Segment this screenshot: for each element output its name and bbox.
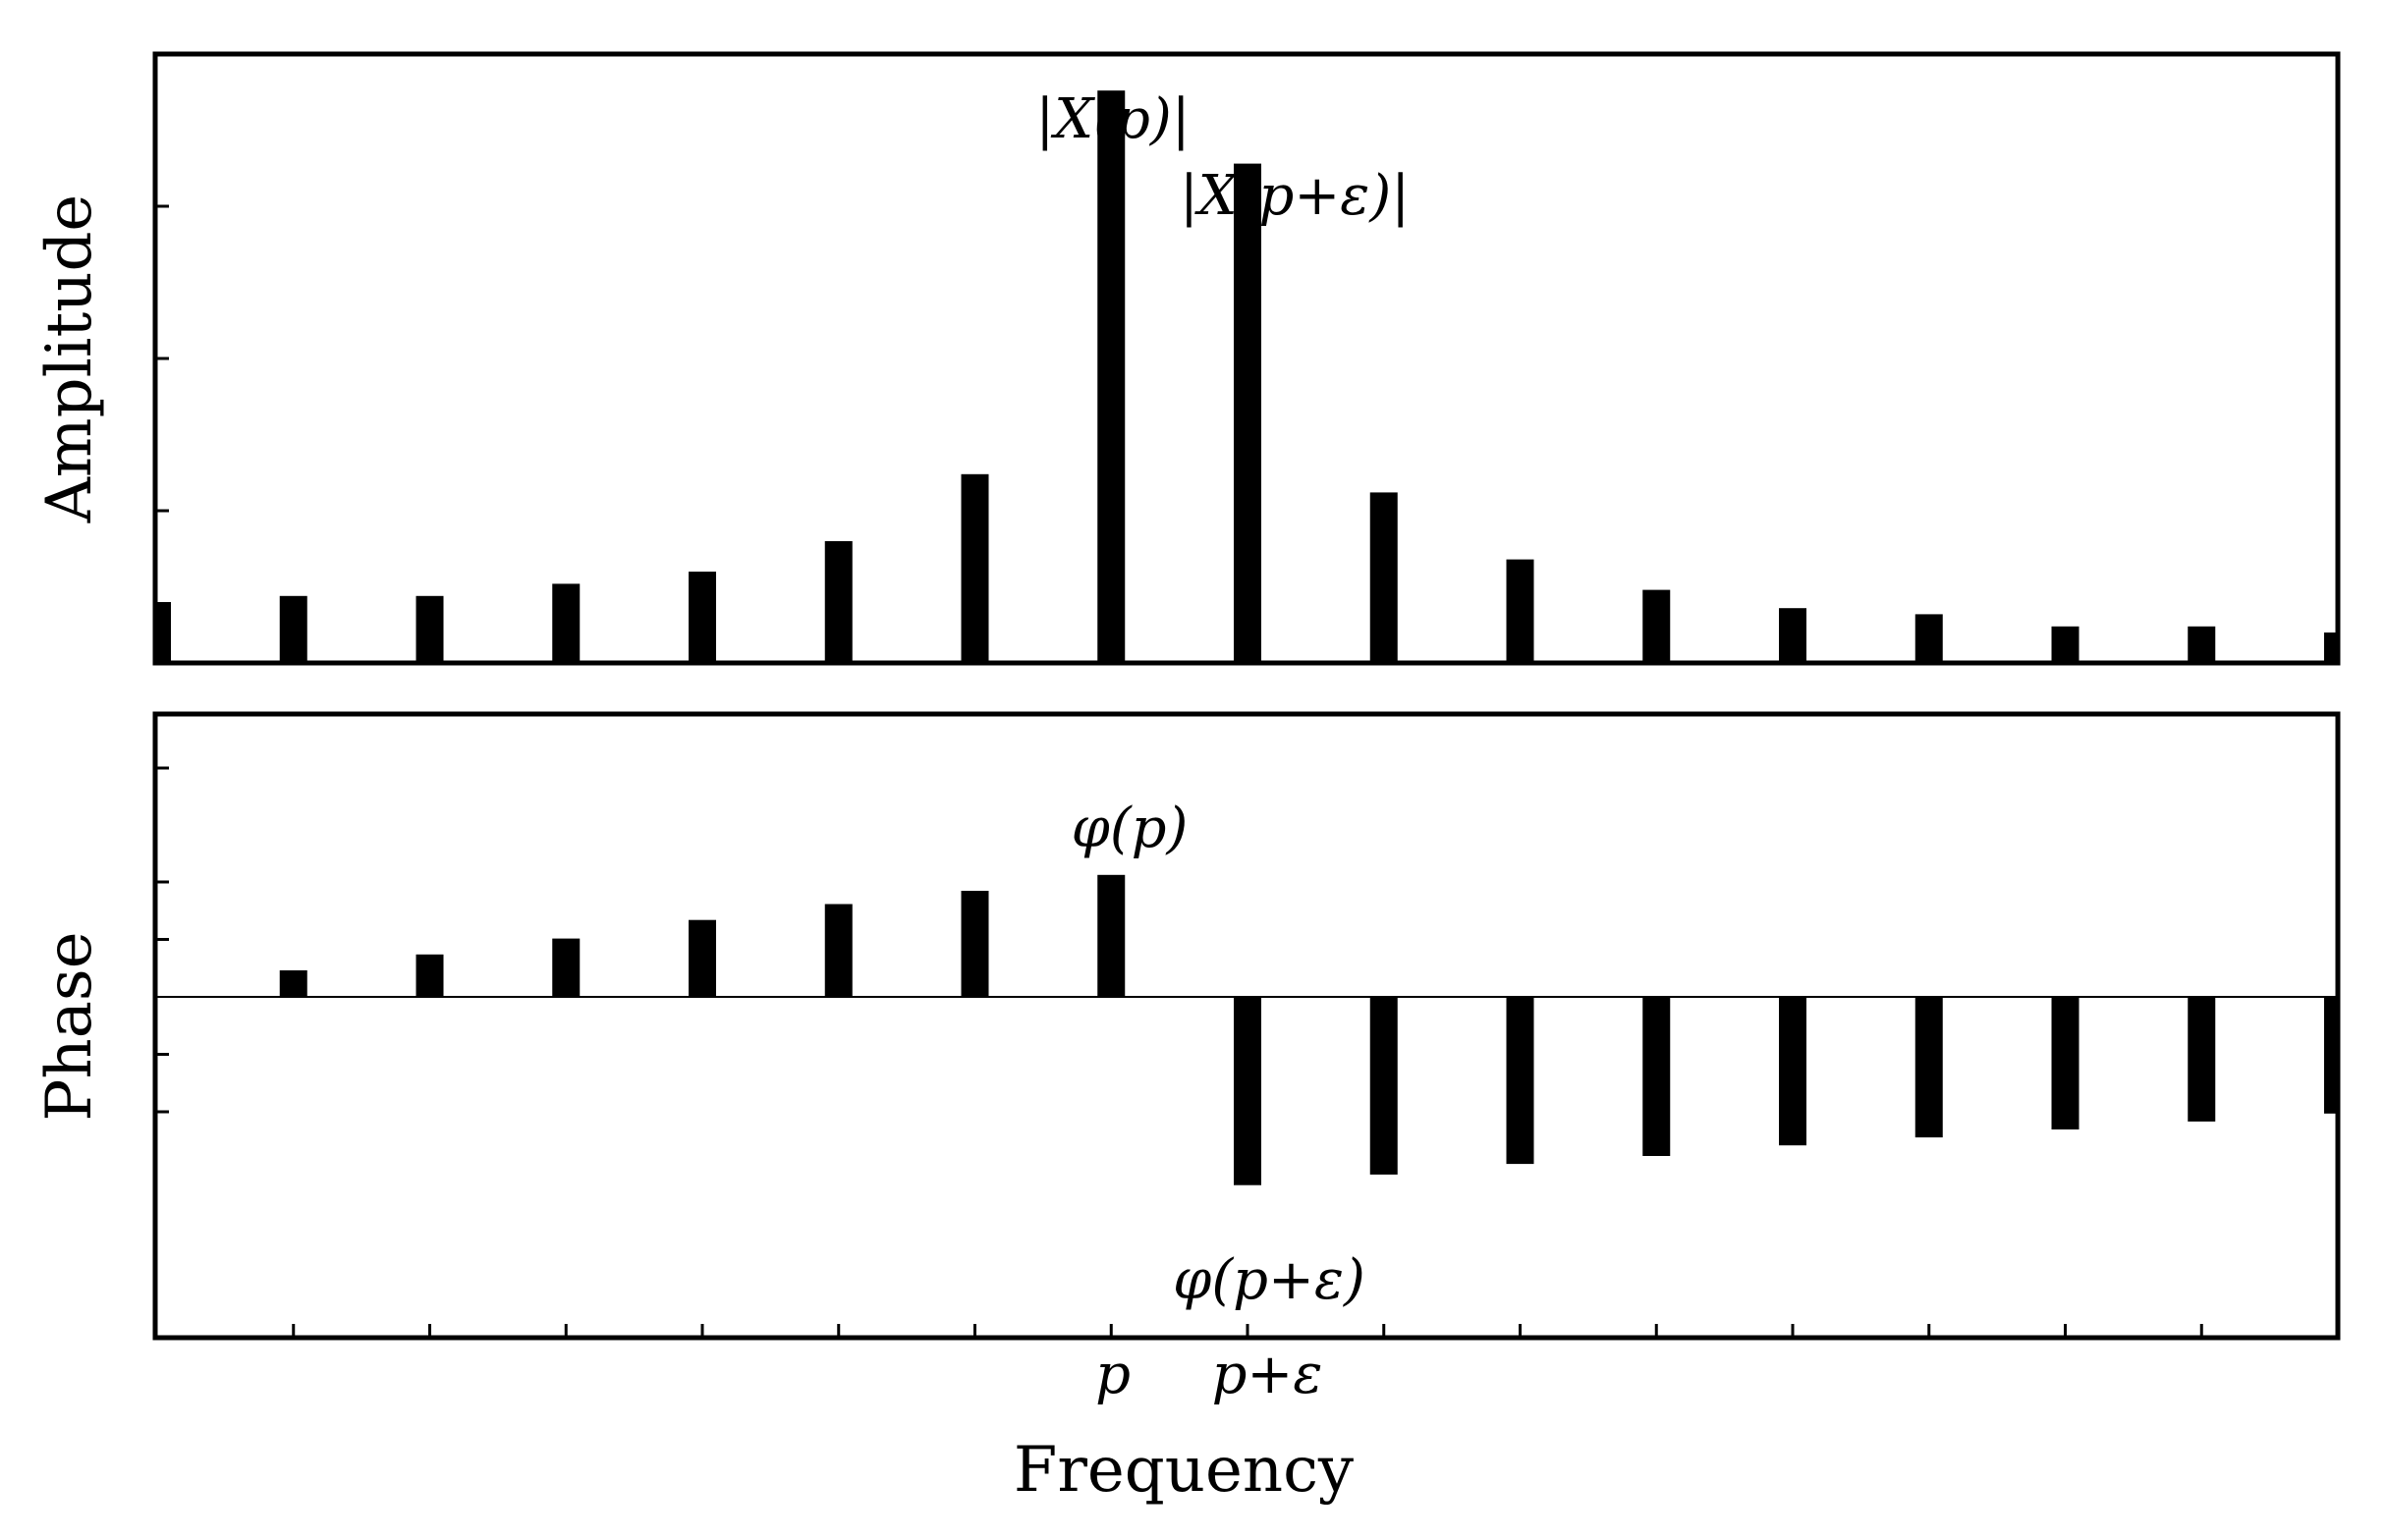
amplitude-bar <box>2051 626 2080 663</box>
phase-bar <box>2188 997 2216 1122</box>
phase-annotation-phi-p: φ(p) <box>1072 797 1189 860</box>
amplitude-bar <box>279 595 307 663</box>
amplitude-bar <box>1234 163 1261 663</box>
amplitude-panel: Amplitude |X(p)| |X(p+ε)| <box>33 51 2341 666</box>
amplitude-bar <box>1779 608 1806 663</box>
phase-bar <box>689 919 716 997</box>
amplitude-bar <box>1097 90 1126 663</box>
amplitude-bar <box>1506 559 1534 663</box>
phase-bar <box>1234 997 1261 1185</box>
phase-bar <box>1369 997 1398 1175</box>
phase-bar <box>1097 874 1126 997</box>
amplitude-bar <box>157 602 171 663</box>
amplitude-bars <box>157 90 2338 663</box>
phase-bar <box>1506 997 1534 1165</box>
amplitude-bar <box>824 541 853 663</box>
amplitude-bar <box>2188 626 2216 663</box>
amplitude-bar <box>1369 492 1398 663</box>
phase-bar <box>1779 997 1806 1146</box>
phase-plot-frame <box>152 711 2341 1341</box>
x-tick-label-p: p <box>1095 1343 1131 1406</box>
phase-bar <box>2051 997 2080 1129</box>
phase-bar <box>1642 997 1671 1156</box>
amplitude-annotation-x-p: |X(p)| <box>1035 87 1190 151</box>
phase-bar <box>1914 997 1943 1138</box>
amplitude-bar <box>689 572 716 663</box>
amplitude-bar <box>961 473 989 663</box>
phase-bar <box>279 970 307 997</box>
amplitude-bar <box>416 595 444 663</box>
phase-axis-label: Phase <box>33 931 106 1121</box>
phase-bar <box>2324 997 2338 1114</box>
amplitude-annotation-x-p-eps: |X(p+ε)| <box>1180 164 1410 228</box>
amplitude-bar <box>1642 589 1671 663</box>
frequency-axis-label: Frequency <box>1014 1434 1354 1507</box>
amplitude-axis-label: Amplitude <box>33 194 106 524</box>
amplitude-plot-frame <box>152 51 2341 666</box>
phase-bar <box>416 954 444 997</box>
amplitude-bar <box>1914 614 1943 663</box>
amplitude-y-ticks <box>157 204 169 513</box>
phase-bar <box>552 938 581 997</box>
phase-panel: Phase φ(p) φ(p+ε) p p+ε Frequency <box>33 711 2341 1507</box>
phase-bar <box>961 891 989 997</box>
phase-bar <box>824 904 853 997</box>
phase-bars <box>279 874 2338 1185</box>
amplitude-bar <box>552 583 581 663</box>
amplitude-bar <box>2324 632 2338 663</box>
phase-annotation-phi-p-eps: φ(p+ε) <box>1173 1248 1365 1312</box>
phase-y-ticks <box>157 766 169 1114</box>
x-tick-label-p-eps: p+ε <box>1212 1343 1323 1406</box>
